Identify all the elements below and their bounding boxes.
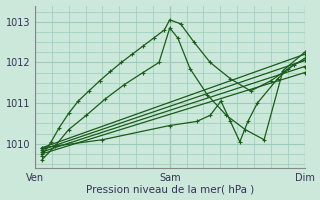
X-axis label: Pression niveau de la mer( hPa ): Pression niveau de la mer( hPa ) [86,184,254,194]
